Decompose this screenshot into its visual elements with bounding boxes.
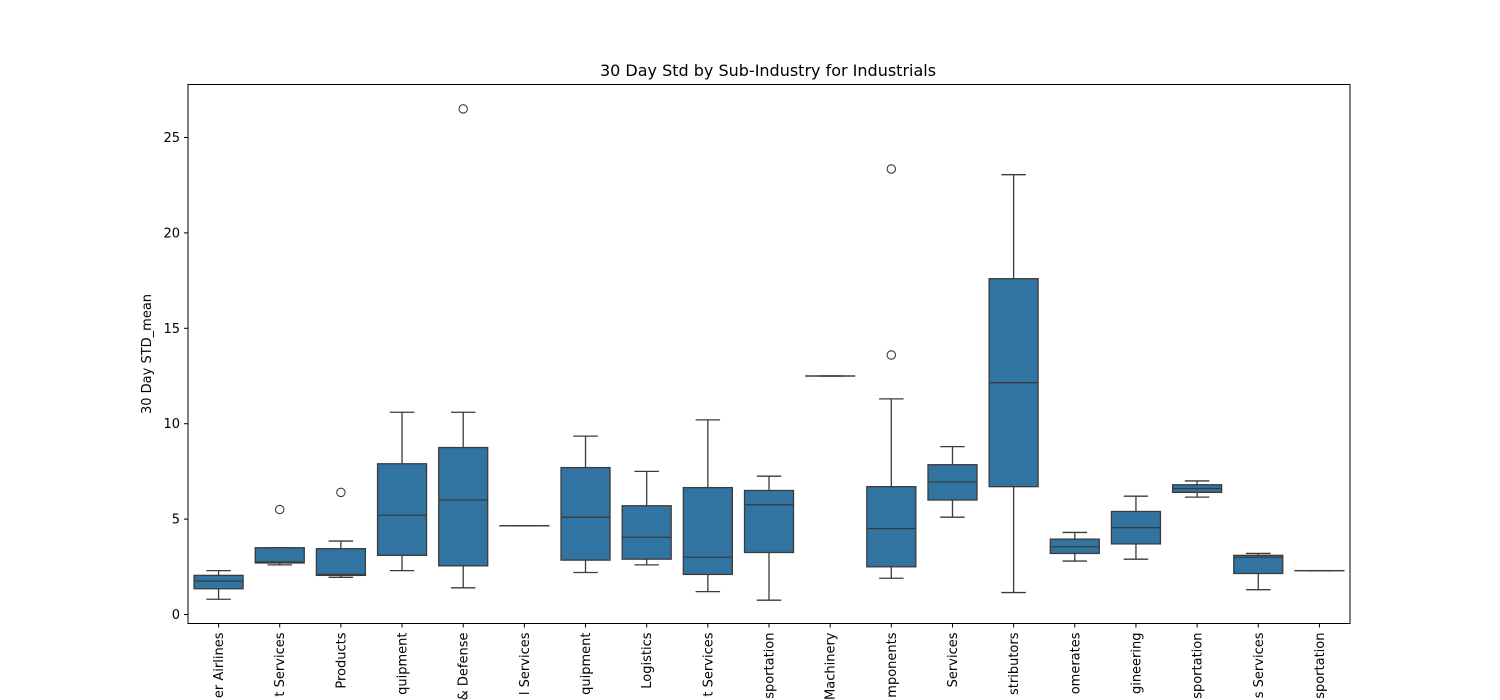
x-tick-label: mponents — [885, 632, 900, 697]
box-group — [621, 470, 672, 566]
x-tick-label: Logistics — [640, 632, 655, 688]
box-iqr — [560, 466, 611, 561]
box-iqr — [438, 446, 489, 567]
box-iqr — [193, 574, 244, 590]
box-iqr — [743, 489, 795, 554]
box-iqr — [254, 547, 305, 564]
x-tick-label: t Services — [273, 632, 288, 696]
y-tick-label: 5 — [172, 513, 180, 528]
box-group — [988, 174, 1039, 594]
chart-title: 30 Day Std by Sub-Industry for Industria… — [600, 61, 936, 80]
y-tick-label: 20 — [163, 226, 180, 241]
y-axis-label: 30 Day STD_mean — [140, 294, 155, 414]
box-group — [1110, 495, 1162, 560]
box-group — [1233, 552, 1284, 591]
box-group — [254, 504, 305, 566]
x-tick-label: quipment — [579, 633, 594, 695]
outlier-point — [886, 350, 897, 360]
outlier-point — [458, 104, 468, 114]
x-tick-label: sportation — [763, 633, 778, 699]
plot-area — [193, 104, 1345, 601]
outlier-point — [886, 164, 897, 174]
box-iqr — [621, 505, 672, 560]
x-tick-label: er Airlines — [212, 632, 227, 698]
box-iqr — [315, 548, 367, 577]
y-tick-label: 25 — [163, 131, 180, 146]
box-iqr — [682, 486, 733, 576]
x-tick-label: omerates — [1068, 632, 1083, 694]
x-tick-label: quipment — [396, 633, 411, 695]
y-tick-label: 10 — [163, 417, 180, 432]
box-iqr — [866, 486, 917, 568]
box-group — [743, 475, 795, 601]
box-group — [438, 104, 489, 589]
x-tick-label: gineering — [1129, 633, 1144, 695]
x-tick-label: sportation — [1313, 633, 1328, 699]
x-tick-label: s Services — [1252, 632, 1267, 698]
x-tick-label: t Services — [701, 632, 716, 696]
box-group — [866, 164, 917, 579]
box-group — [927, 445, 978, 518]
box-group — [193, 569, 244, 600]
box-group — [1049, 531, 1100, 562]
y-tick-label: 15 — [163, 322, 180, 337]
x-tick-label: Products — [334, 632, 349, 688]
x-tick-label: l Services — [518, 632, 533, 695]
box-group — [1171, 480, 1223, 498]
box-group — [315, 487, 367, 578]
box-iqr — [376, 463, 428, 557]
x-tick-label: stributors — [1007, 632, 1022, 695]
box-group — [682, 419, 733, 593]
box-iqr — [1233, 554, 1284, 575]
x-tick-label: Machinery — [824, 632, 839, 700]
outlier-point — [336, 487, 346, 498]
outlier-point — [274, 504, 285, 515]
x-tick-label: sportation — [1191, 633, 1206, 699]
x-tick-label: & Defense — [457, 633, 472, 700]
y-tick-label: 0 — [172, 608, 180, 623]
x-tick-label: Services — [946, 632, 961, 687]
box-group — [560, 435, 611, 574]
box-group — [376, 411, 428, 572]
